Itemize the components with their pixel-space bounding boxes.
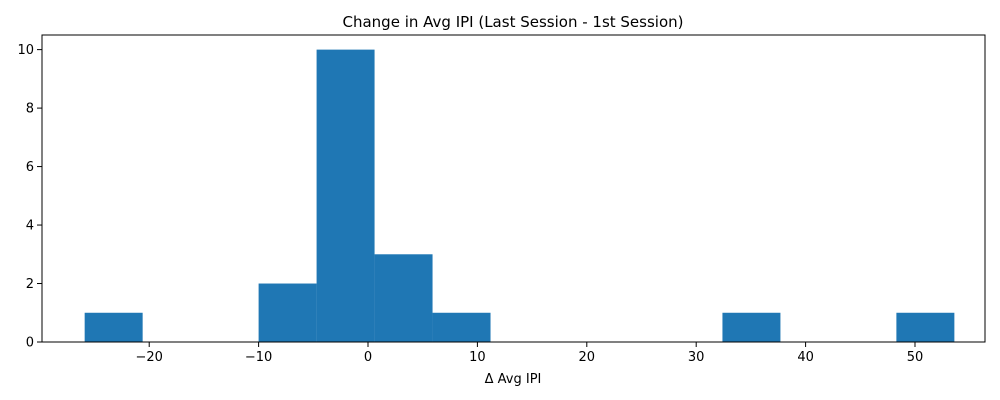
histogram-bar	[316, 49, 375, 342]
histogram-bar	[84, 312, 143, 342]
x-axis-title: Δ Avg IPI	[485, 372, 542, 387]
x-tick-label: 10	[469, 350, 486, 365]
histogram-bar	[374, 254, 433, 342]
y-tick-label: 2	[26, 277, 34, 292]
x-tick-label: −10	[245, 350, 272, 365]
y-tick-label: 8	[26, 102, 34, 117]
histogram-bar	[722, 312, 781, 342]
plot-frame	[41, 34, 986, 343]
y-tick-label: 6	[26, 160, 34, 175]
histogram-bar	[896, 312, 955, 342]
x-tick-label: 0	[364, 350, 372, 365]
bars-group	[84, 49, 955, 342]
x-axis: −20 −10 0 10 20 30 40 50	[135, 342, 923, 365]
x-tick-label: 30	[688, 350, 705, 365]
y-axis: 0 2 4 6 8 10	[17, 43, 42, 351]
chart-title: Change in Avg IPI (Last Session - 1st Se…	[343, 13, 684, 31]
x-tick-label: −20	[135, 350, 162, 365]
x-tick-label: 20	[579, 350, 596, 365]
y-tick-label: 4	[26, 219, 34, 234]
y-tick-label: 0	[26, 336, 34, 351]
histogram-bar	[432, 312, 491, 342]
x-tick-label: 50	[907, 350, 924, 365]
histogram-bar	[258, 283, 317, 342]
y-tick-label: 10	[17, 43, 34, 58]
x-tick-label: 40	[797, 350, 814, 365]
